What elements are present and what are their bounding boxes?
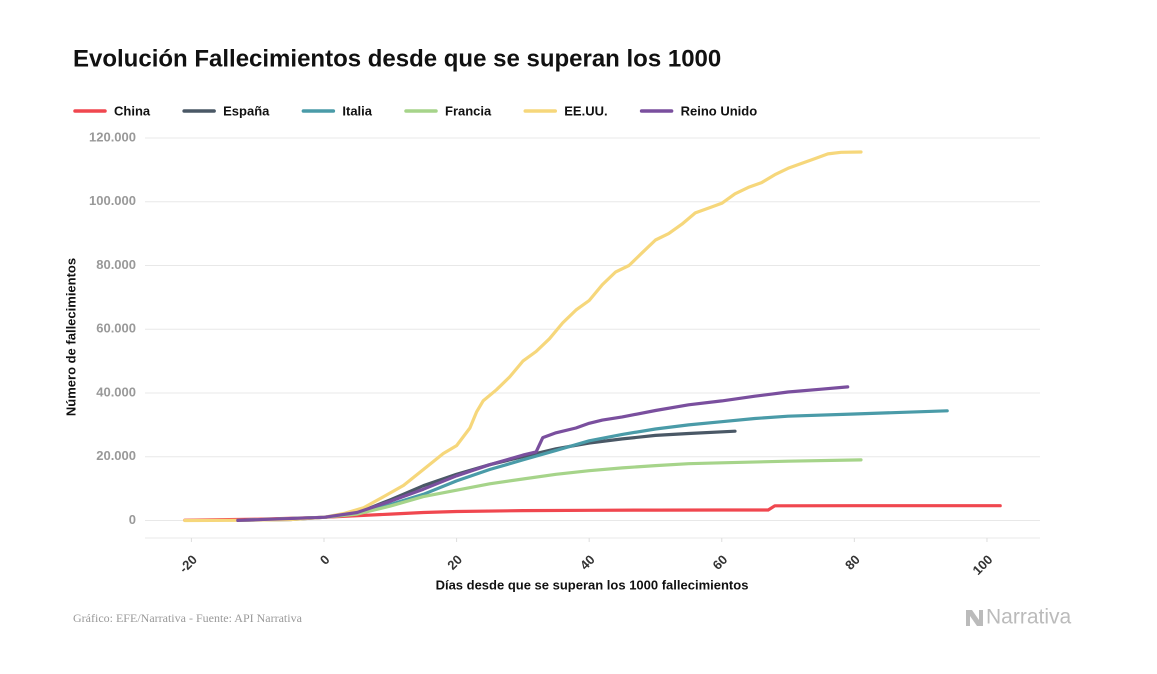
series-line: [236, 385, 850, 522]
x-axis-label: Días desde que se superan los 1000 falle…: [436, 577, 749, 592]
x-tick-label: 20: [444, 552, 465, 573]
logo-icon: [966, 610, 983, 626]
y-tick-label: 20.000: [96, 448, 136, 463]
legend-item: Reino Unido: [639, 103, 758, 118]
logo: Narrativa: [966, 606, 1072, 629]
legend-item: EE.UU.: [523, 103, 608, 118]
legend-item: China: [73, 103, 151, 118]
series-line: [183, 150, 863, 523]
y-tick-label: 120.000: [89, 129, 136, 144]
legend-label: Francia: [445, 103, 492, 118]
y-tick-label: 60.000: [96, 321, 136, 336]
legend-item: España: [182, 103, 270, 118]
legend-item: Francia: [404, 103, 492, 118]
series-line: [236, 429, 737, 522]
legend-label: China: [114, 103, 151, 118]
x-tick-label: -20: [176, 552, 200, 576]
series-line: [236, 409, 949, 522]
y-tick-label: 100.000: [89, 193, 136, 208]
y-axis-label: Número de fallecimientos: [63, 258, 78, 416]
y-tick-label: 0: [129, 512, 136, 527]
legend-item: Italia: [301, 103, 373, 118]
x-tick-label: 60: [709, 552, 730, 573]
source-note: Gráfico: EFE/Narrativa - Fuente: API Nar…: [73, 611, 303, 625]
legend-label: Italia: [342, 103, 372, 118]
x-tick-label: 0: [317, 552, 333, 568]
chart-title: Evolución Fallecimientos desde que se su…: [73, 45, 721, 72]
x-tick-label: 100: [970, 552, 996, 578]
x-tick-label: 80: [842, 552, 863, 573]
y-tick-label: 40.000: [96, 384, 136, 399]
x-tick-label: 40: [577, 552, 598, 573]
series-line: [236, 458, 863, 522]
legend-label: España: [223, 103, 270, 118]
y-tick-label: 80.000: [96, 257, 136, 272]
legend-label: EE.UU.: [564, 103, 607, 118]
logo-text: Narrativa: [986, 606, 1072, 629]
legend-label: Reino Unido: [681, 103, 758, 118]
